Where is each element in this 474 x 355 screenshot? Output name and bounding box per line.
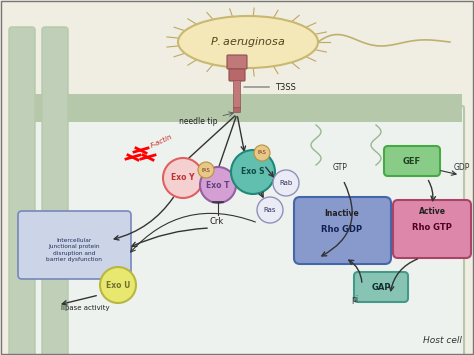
Text: F-actin: F-actin xyxy=(150,133,174,149)
Text: needle tip: needle tip xyxy=(179,112,233,126)
Text: Exo S: Exo S xyxy=(241,168,265,176)
FancyBboxPatch shape xyxy=(354,272,408,302)
Bar xyxy=(234,80,240,108)
FancyBboxPatch shape xyxy=(393,200,471,258)
Text: GDP: GDP xyxy=(454,164,470,173)
Circle shape xyxy=(163,158,203,198)
Circle shape xyxy=(257,197,283,223)
FancyBboxPatch shape xyxy=(294,197,391,264)
FancyBboxPatch shape xyxy=(9,27,35,355)
Text: FAS: FAS xyxy=(258,151,266,155)
FancyBboxPatch shape xyxy=(384,146,440,176)
Text: FAS: FAS xyxy=(201,168,210,173)
Text: Rab: Rab xyxy=(279,180,292,186)
Text: Rho GDP: Rho GDP xyxy=(321,225,363,235)
FancyBboxPatch shape xyxy=(18,211,131,279)
Bar xyxy=(12,108,462,122)
Text: Intercellular
Junctional protein
disruption and
barrier dysfunction: Intercellular Junctional protein disrupt… xyxy=(46,237,102,262)
Text: Crk: Crk xyxy=(210,218,224,226)
Circle shape xyxy=(200,167,236,203)
Text: Exo Y: Exo Y xyxy=(171,174,195,182)
Text: Host cell: Host cell xyxy=(423,336,462,345)
Circle shape xyxy=(100,267,136,303)
FancyBboxPatch shape xyxy=(229,69,245,81)
FancyBboxPatch shape xyxy=(234,108,240,113)
FancyBboxPatch shape xyxy=(42,27,68,355)
Text: Active: Active xyxy=(419,208,446,217)
Circle shape xyxy=(231,150,275,194)
Text: Ras: Ras xyxy=(264,207,276,213)
Text: GEF: GEF xyxy=(403,158,421,166)
Text: lipase activity: lipase activity xyxy=(61,305,109,311)
Text: T3SS: T3SS xyxy=(244,82,296,92)
Ellipse shape xyxy=(178,16,318,68)
Bar xyxy=(12,94,462,108)
Circle shape xyxy=(198,162,214,178)
Circle shape xyxy=(273,170,299,196)
FancyBboxPatch shape xyxy=(227,55,247,69)
Text: $\it{P. aeruginosa}$: $\it{P. aeruginosa}$ xyxy=(210,35,286,49)
Text: Exo T: Exo T xyxy=(206,180,230,190)
Text: Exo U: Exo U xyxy=(106,280,130,289)
Text: pi: pi xyxy=(351,295,358,305)
Text: Inactive: Inactive xyxy=(325,208,359,218)
Text: GTP: GTP xyxy=(333,164,347,173)
Text: GAP: GAP xyxy=(371,284,391,293)
Circle shape xyxy=(254,145,270,161)
Text: Rho GTP: Rho GTP xyxy=(412,224,452,233)
FancyBboxPatch shape xyxy=(10,106,464,355)
